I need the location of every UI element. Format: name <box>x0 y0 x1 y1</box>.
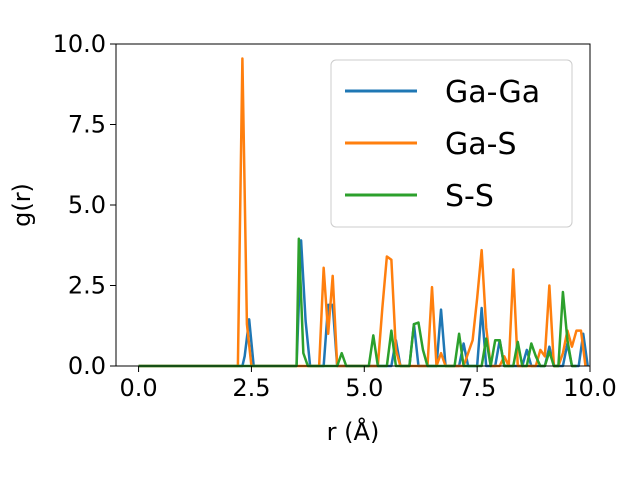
legend-label: Ga-Ga <box>445 75 540 110</box>
series-line-ga-ga <box>138 239 589 368</box>
y-axis-label: g(r) <box>8 183 36 227</box>
y-tick-label: 2.5 <box>68 272 106 300</box>
legend-label: Ga-S <box>445 127 517 162</box>
x-tick-label: 7.5 <box>458 374 496 402</box>
y-tick-label: 10.0 <box>53 30 106 58</box>
legend: Ga-Ga Ga-S S-S <box>330 59 573 228</box>
x-tick-label: 2.5 <box>232 374 270 402</box>
y-axis-ticks: 0.0 2.5 5.0 7.5 10.0 <box>53 30 116 380</box>
x-tick-label: 5.0 <box>345 374 383 402</box>
x-tick-label: 0.0 <box>119 374 157 402</box>
x-axis-label: r (Å) <box>327 417 380 446</box>
y-tick-label: 5.0 <box>68 191 106 219</box>
x-axis-ticks: 0.0 2.5 5.0 7.5 10.0 <box>119 366 617 402</box>
y-tick-label: 7.5 <box>68 111 106 139</box>
legend-label: S-S <box>445 179 494 214</box>
x-tick-label: 10.0 <box>563 374 616 402</box>
y-tick-label: 0.0 <box>68 352 106 380</box>
legend-box <box>330 59 573 228</box>
